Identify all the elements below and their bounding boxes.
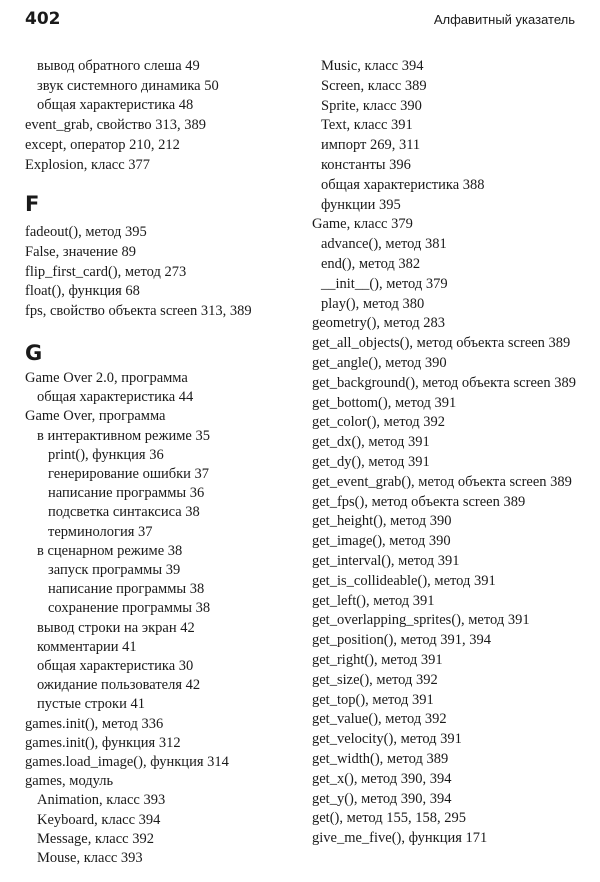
index-entry: games.init(), метод 336 [25, 715, 164, 732]
index-entry: play(), метод 380 [321, 295, 425, 312]
index-entry: games.load_image(), функция 314 [25, 754, 229, 770]
index-entry: end(), метод 382 [321, 256, 421, 272]
index-entry: get_width(), метод 389 [312, 751, 449, 767]
index-entry: get_interval(), метод 391 [312, 553, 460, 569]
index-entry: flip_first_card(), метод 273 [25, 263, 187, 280]
index-entry: Music, класс 394 [321, 58, 424, 74]
index-entry: Mouse, класс 393 [37, 850, 143, 866]
index-entry: __init__(), метод 379 [321, 275, 448, 292]
index-entry: общая характеристика 44 [37, 389, 194, 406]
index-entry: комментарии 41 [37, 638, 137, 655]
index-entry: float(), функция 68 [25, 283, 140, 300]
index-entry: написание программы 36 [48, 485, 205, 502]
index-entry: Sprite, класс 390 [321, 97, 422, 114]
index-entry: get_angle(), метод 390 [312, 355, 447, 371]
index-entry: get_velocity(), метод 391 [312, 731, 462, 748]
index-entry: get_dx(), метод 391 [312, 434, 430, 451]
index-entry: функции 395 [321, 196, 401, 213]
index-entry: константы 396 [321, 157, 411, 173]
index-entry: get_is_collideable(), метод 391 [312, 572, 496, 589]
index-entry: Message, класс 392 [37, 830, 154, 847]
index-entry: get_image(), метод 390 [312, 533, 451, 550]
index-entry: общая характеристика 30 [37, 658, 194, 674]
index-entry: get_overlapping_sprites(), метод 391 [312, 612, 530, 629]
index-entry: get_dy(), метод 391 [312, 454, 430, 470]
index-entry: get_x(), метод 390, 394 [312, 770, 452, 787]
index-entry: give_me_five(), функция 171 [312, 830, 488, 847]
index-entry: get_y(), метод 390, 394 [312, 790, 452, 807]
index-entry: подсветка синтаксиса 38 [48, 504, 200, 521]
index-entry: Animation, класс 393 [37, 792, 166, 809]
index-entry: Keyboard, класс 394 [37, 811, 161, 828]
index-entry: get_fps(), метод объекта screen 389 [312, 493, 526, 510]
index-entry: games.init(), функция 312 [25, 734, 181, 751]
index-entry: False, значение 89 [25, 243, 137, 260]
index-entry: генерирование ошибки 37 [48, 466, 210, 482]
index-entry: get_background(), метод объекта screen 3… [312, 374, 576, 391]
index-entry: get_top(), метод 391 [312, 691, 434, 708]
index-entry: get_value(), метод 392 [312, 711, 447, 728]
index-entry: fadeout(), метод 395 [25, 224, 147, 240]
index-entry: импорт 269, 311 [321, 137, 421, 154]
index-entry: get_all_objects(), метод объекта screen … [312, 335, 571, 352]
page-number: 402 [25, 9, 61, 29]
running-title: Алфавитный указатель [433, 12, 575, 27]
index-entry: get_bottom(), метод 391 [312, 394, 457, 411]
index-entry: get_size(), метод 392 [312, 671, 438, 688]
index-entry: advance(), метод 381 [321, 236, 447, 253]
index-entry: games, модуль [25, 773, 114, 790]
index-entry: get(), метод 155, 158, 295 [312, 810, 466, 827]
index-entry: ожидание пользователя 42 [37, 677, 201, 694]
index-entry: пустые строки 41 [37, 696, 145, 713]
index-entry: fps, свойство объекта screen 313, 389 [25, 303, 252, 320]
index-entry: общая характеристика 48 [37, 97, 194, 114]
index-entry: в сценарном режиме 38 [37, 542, 183, 559]
index-entry: get_height(), метод 390 [312, 513, 452, 530]
section-letter: F [25, 192, 40, 216]
index-entry: get_left(), метод 391 [312, 592, 435, 609]
index-entry: print(), функция 36 [48, 446, 164, 463]
index-entry: вывод обратного слеша 49 [37, 58, 200, 74]
index-entry: get_right(), метод 391 [312, 652, 443, 668]
index-entry: geometry(), метод 283 [312, 315, 446, 332]
index-entry: except, оператор 210, 212 [25, 136, 180, 153]
index-entry: терминология 37 [48, 523, 153, 540]
index-entry: сохранение программы 38 [48, 600, 211, 617]
index-entry: get_position(), метод 391, 394 [312, 632, 491, 649]
index-entry: звук системного динамика 50 [37, 77, 219, 94]
index-entry: get_event_grab(), метод объекта screen 3… [312, 473, 572, 490]
index-entry: в интерактивном режиме 35 [37, 427, 210, 444]
index-entry: get_color(), метод 392 [312, 414, 446, 431]
index-entry: запуск программы 39 [48, 562, 181, 578]
index-entry: Text, класс 391 [321, 117, 413, 134]
section-letter: G [25, 341, 43, 365]
index-entry: Explosion, класс 377 [25, 156, 151, 173]
index-entry: вывод строки на экран 42 [37, 619, 195, 636]
index-entry: Screen, класс 389 [321, 77, 427, 94]
index-entry: Game Over 2.0, программа [25, 370, 188, 386]
index-entry: написание программы 38 [48, 581, 205, 598]
index-entry: Game, класс 379 [312, 216, 413, 233]
index-entry: общая характеристика 388 [321, 176, 485, 193]
index-entry: Game Over, программа [25, 408, 166, 425]
index-entry: event_grab, свойство 313, 389 [25, 117, 207, 134]
